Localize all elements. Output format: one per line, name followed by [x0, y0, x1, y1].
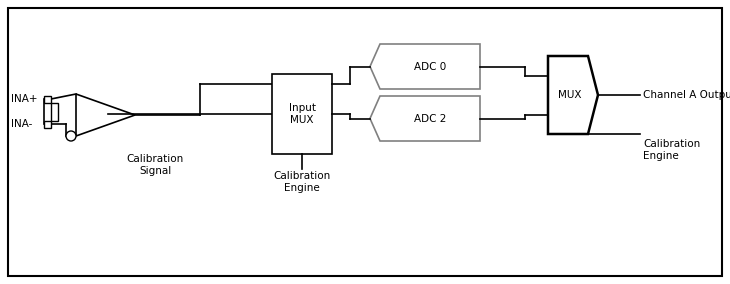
Circle shape [66, 131, 76, 141]
Bar [44, 95, 51, 103]
Bar [50, 103, 58, 120]
Text: Calibration
Signal: Calibration Signal [126, 154, 184, 176]
Bar [272, 74, 332, 154]
Text: Input
MUX: Input MUX [288, 103, 315, 125]
Polygon shape [548, 56, 598, 134]
Text: INA+: INA+ [11, 94, 37, 104]
Text: ADC 0: ADC 0 [414, 62, 446, 72]
Text: Calibration
Engine: Calibration Engine [273, 171, 331, 193]
Text: ADC 2: ADC 2 [414, 114, 446, 124]
Text: MUX: MUX [558, 90, 582, 100]
Polygon shape [370, 44, 480, 89]
Polygon shape [370, 96, 480, 141]
Text: INA-: INA- [11, 119, 32, 129]
Text: Calibration
Engine: Calibration Engine [643, 139, 700, 160]
Text: Channel A Output: Channel A Output [643, 90, 730, 100]
Bar [44, 120, 51, 128]
Polygon shape [76, 94, 135, 136]
